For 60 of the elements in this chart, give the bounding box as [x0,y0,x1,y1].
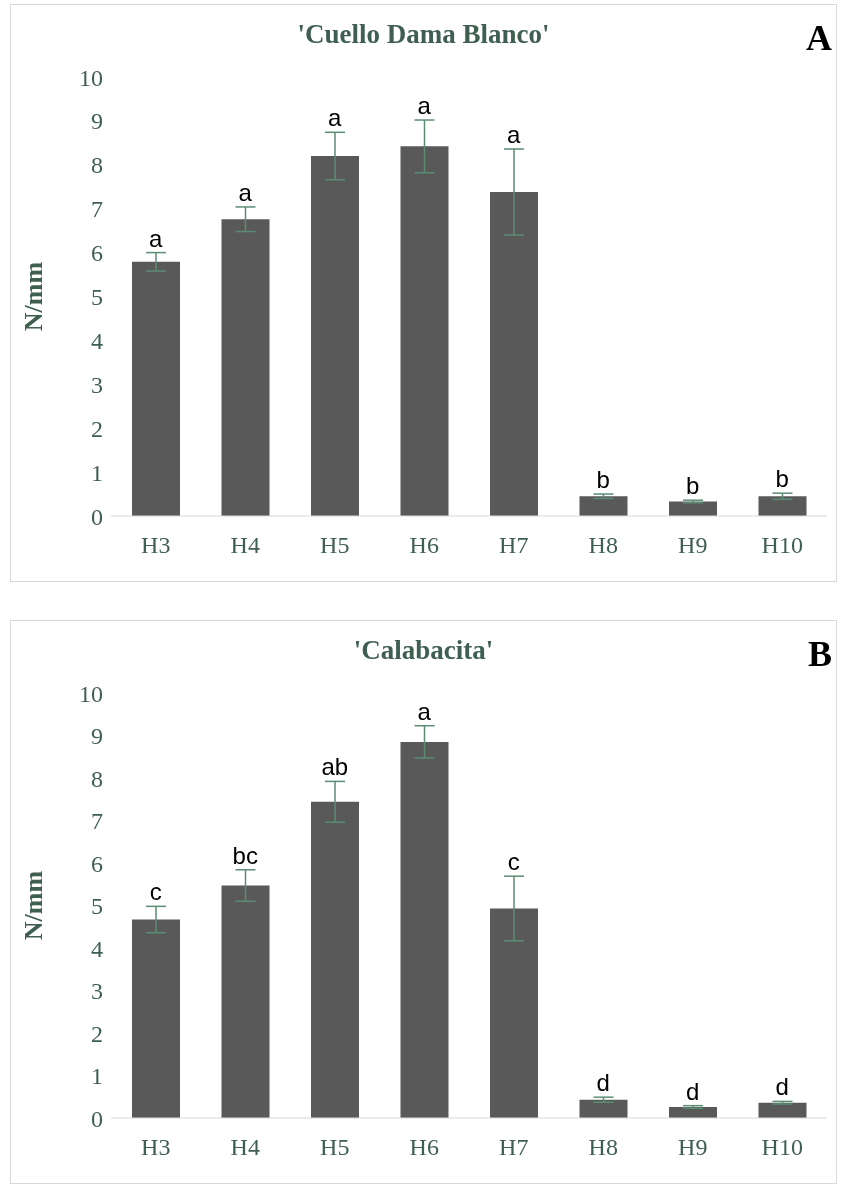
y-tick-label: 5 [91,284,103,311]
x-tick-label: H10 [761,1134,803,1161]
x-tick-label: H7 [499,532,529,559]
y-tick-label: 3 [91,978,103,1005]
y-tick-label: 1 [91,459,103,486]
annotation: d [775,1073,789,1101]
y-axis-title: N/mm [19,261,49,332]
x-tick-label: H4 [230,532,260,559]
y-tick-label: 5 [91,893,103,920]
text: B [807,633,832,675]
annotation: a [507,121,522,148]
annotation: b [596,466,610,494]
annotation: d [686,1077,700,1105]
y-axis-title: N/mm [19,870,49,941]
x-tick-label: H3 [141,1134,171,1161]
x-tick-label: H4 [230,1134,260,1161]
y-tick-label: 8 [91,765,103,792]
x-tick-label: H6 [409,532,439,559]
y-tick-label: 6 [91,240,103,267]
y-tick-label: 8 [91,152,103,179]
annotation: a [149,224,164,252]
x-tick-label: H5 [320,1134,350,1161]
x-tick-label: H6 [409,1134,439,1161]
annotation: a [238,178,253,206]
x-tick-label: H7 [499,1134,529,1161]
x-tick-label: H9 [678,1134,708,1161]
x-tick-label: H8 [588,1134,618,1161]
annotation: a [417,92,432,120]
y-tick-label: 4 [91,935,103,962]
x-tick-label: H9 [678,532,708,559]
annotation: bc [232,841,258,869]
annotation: a [417,697,432,725]
annotation: a [328,104,343,132]
y-tick-label: 10 [79,680,103,707]
y-tick-label: 0 [91,1105,103,1132]
y-tick-label: 4 [91,327,103,354]
annotation: c [507,848,520,876]
y-tick-label: 0 [91,503,103,530]
y-tick-label: 7 [91,196,103,223]
annotation: d [596,1069,610,1097]
chart-title: 'Cuello Dama Blanco' [297,19,550,49]
text: A [806,17,832,59]
y-tick-label: 1 [91,1063,103,1090]
x-tick-label: H10 [761,532,803,559]
y-tick-label: 2 [91,1020,103,1047]
chart-title: 'Calabacita' [353,635,494,665]
y-tick-label: 7 [91,808,103,835]
y-tick-label: 10 [79,64,103,91]
x-tick-label: H8 [588,532,618,559]
x-tick-label: H5 [320,532,350,559]
annotation: c [149,878,162,906]
x-tick-label: H3 [141,532,171,559]
annotation: ab [321,753,349,781]
y-tick-label: 9 [91,723,103,750]
y-tick-label: 9 [91,108,103,135]
y-tick-label: 2 [91,415,103,442]
y-tick-label: 3 [91,371,103,398]
y-tick-label: 6 [91,850,103,877]
annotation: b [686,472,700,500]
annotation: b [775,465,789,493]
